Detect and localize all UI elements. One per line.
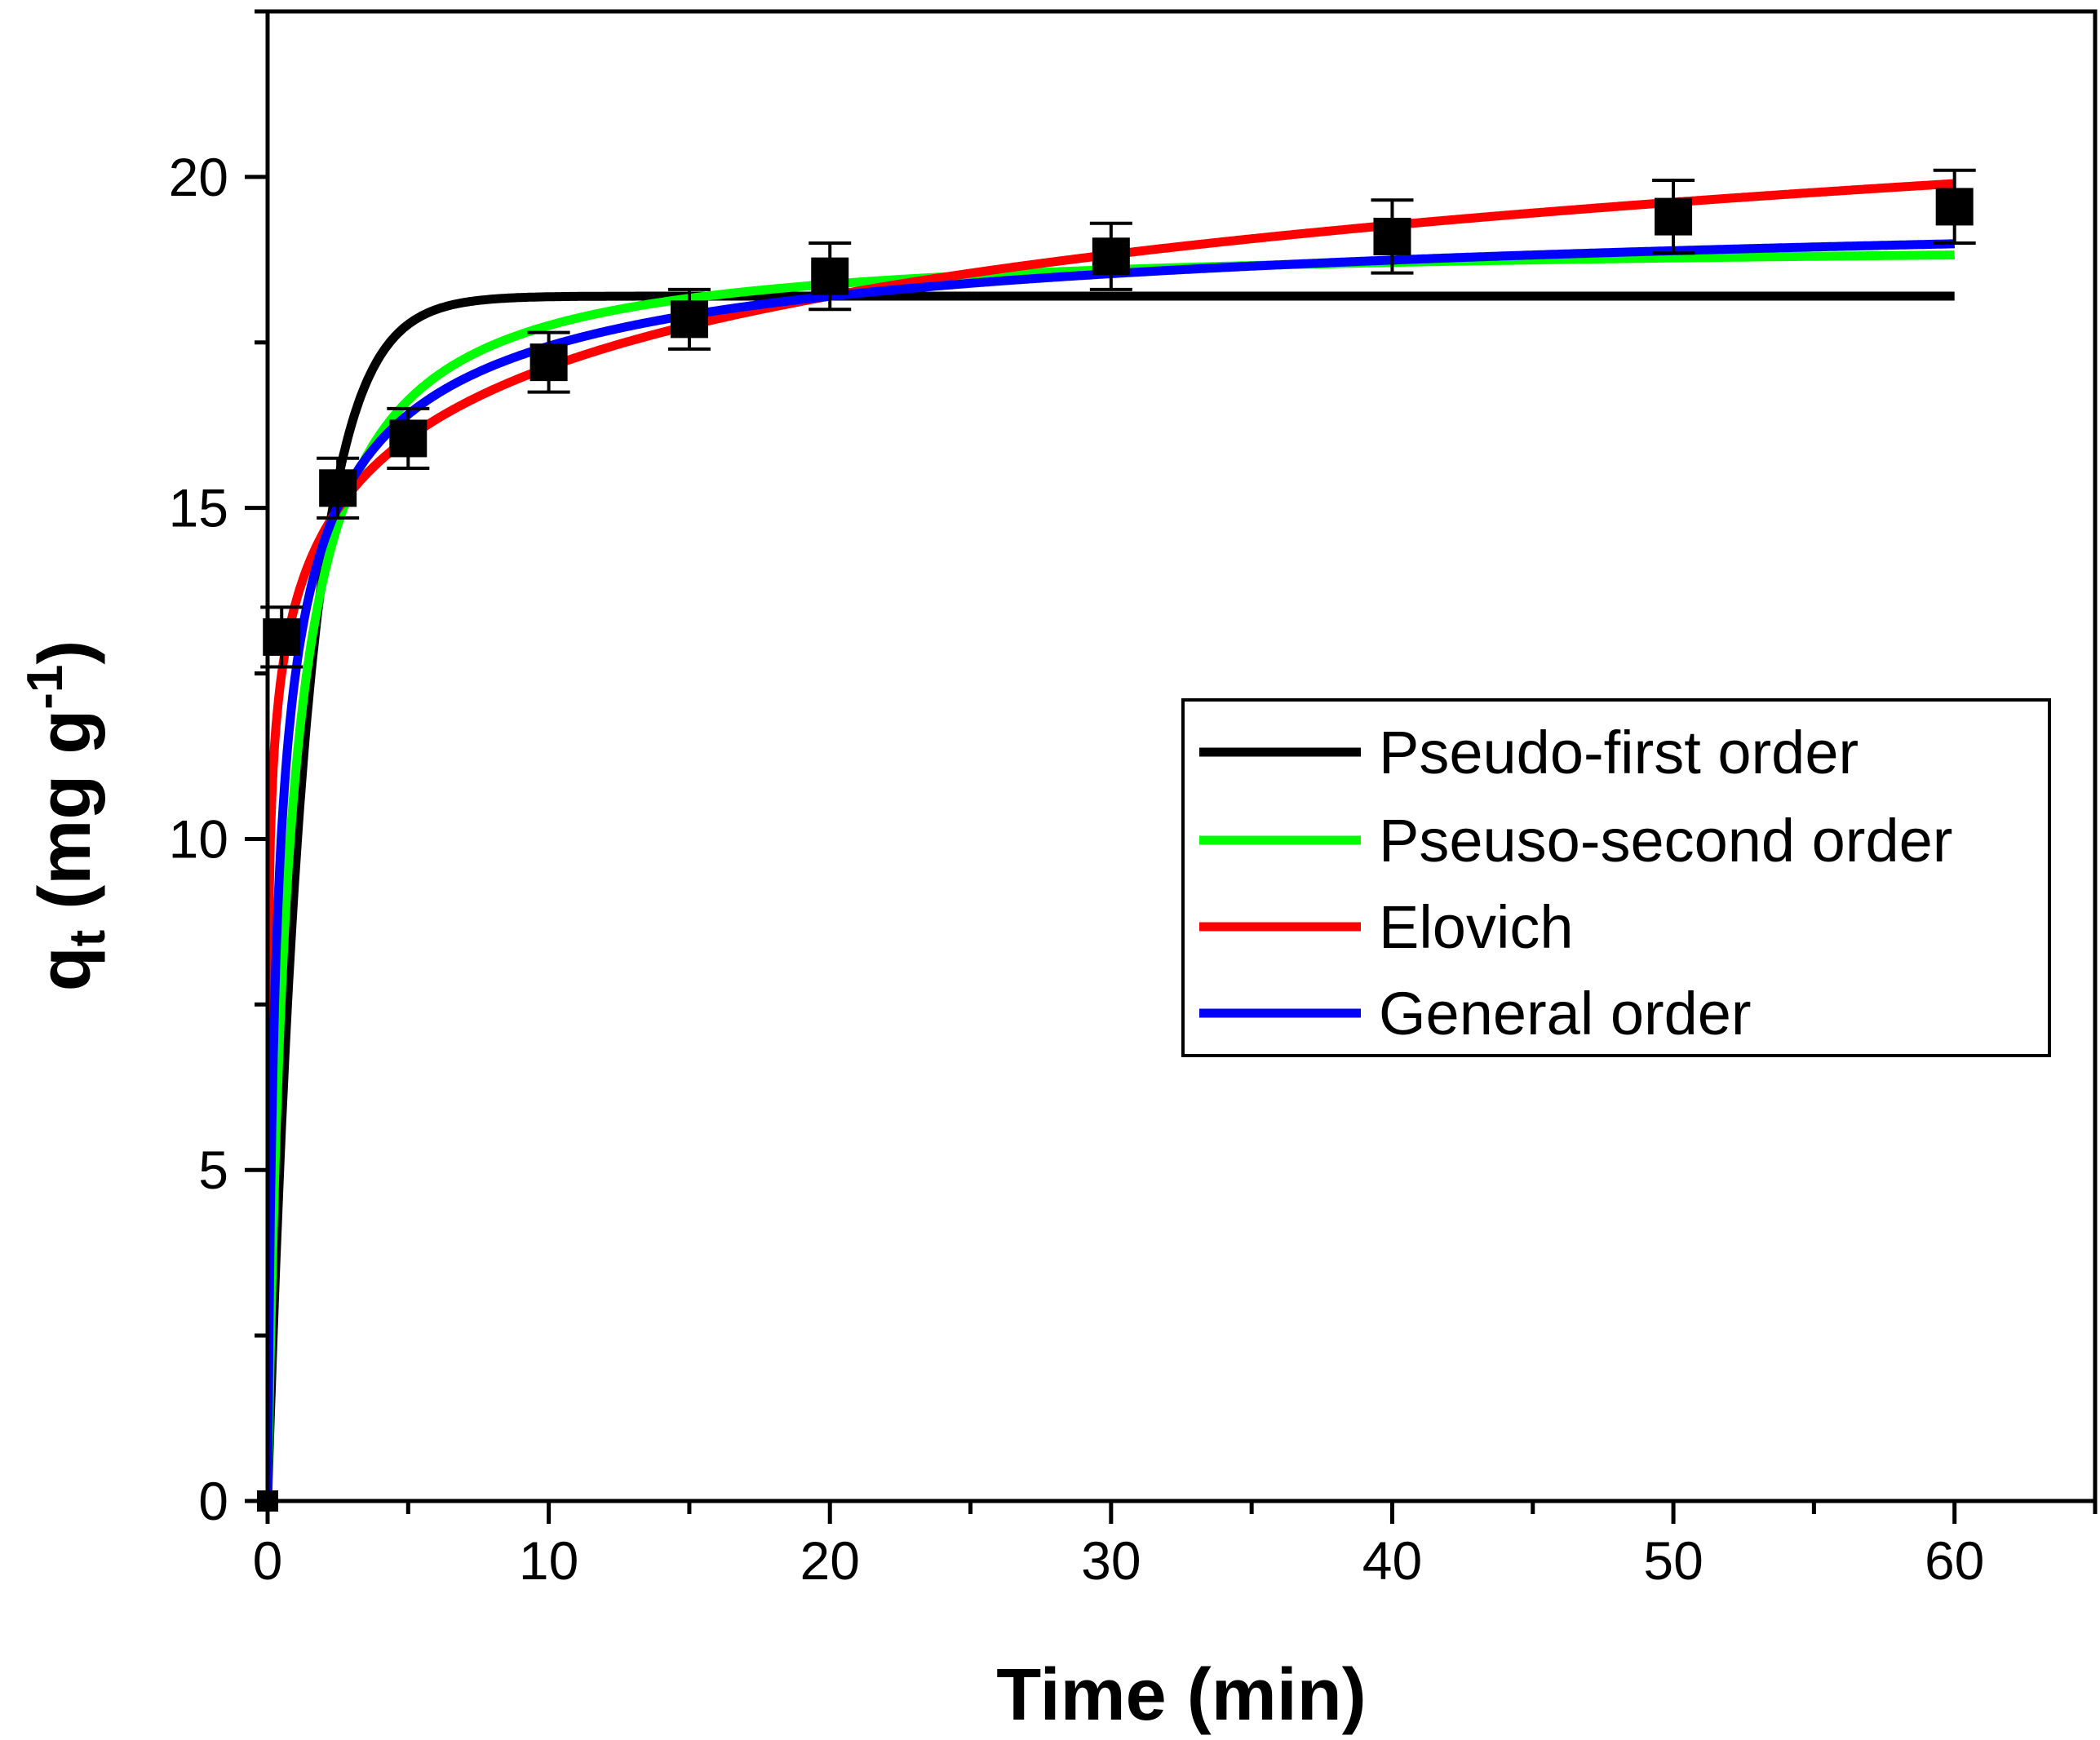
legend: Pseudo-first order Pseuso-second order E… bbox=[1181, 698, 2051, 1057]
plot-frame bbox=[265, 9, 2098, 1503]
y-tick-label: 0 bbox=[198, 1471, 228, 1531]
x-axis-title: Time (min) bbox=[996, 1654, 1366, 1736]
y-tick-label: 5 bbox=[198, 1140, 228, 1200]
data-point bbox=[1089, 221, 1132, 291]
x-tick-label: 40 bbox=[1362, 1530, 1422, 1591]
x-tick-label: 60 bbox=[1925, 1530, 1984, 1591]
x-tick-label: 0 bbox=[253, 1530, 283, 1591]
data-point bbox=[1371, 198, 1414, 275]
y-tick-label: 10 bbox=[169, 808, 228, 869]
data-point bbox=[667, 287, 711, 351]
y-axis-title-subscript: t bbox=[60, 930, 116, 947]
experimental-points bbox=[257, 168, 1976, 1512]
data-point bbox=[527, 330, 570, 394]
y-tick-label: 20 bbox=[169, 147, 228, 207]
legend-box bbox=[1181, 698, 2051, 1057]
legend-label-pseuso-second-order: Pseuso-second order bbox=[1379, 807, 1952, 874]
x-tick-labels: 0 10 20 30 40 50 60 bbox=[253, 1530, 1985, 1591]
data-point bbox=[317, 456, 360, 520]
y-tick-labels: 0 5 10 15 20 bbox=[169, 147, 228, 1531]
x-tick-label: 10 bbox=[519, 1530, 578, 1591]
series-line-pseudo-first-order bbox=[268, 291, 1958, 1501]
data-point bbox=[387, 406, 430, 470]
x-tick-label: 50 bbox=[1643, 1530, 1703, 1591]
legend-label-pseudo-first-order: Pseudo-first order bbox=[1379, 719, 1859, 786]
legend-label-elovich: Elovich bbox=[1379, 893, 1574, 961]
data-point bbox=[1933, 168, 1976, 246]
y-axis-title-units: (mg g bbox=[24, 710, 106, 930]
y-tick-label: 15 bbox=[169, 478, 228, 538]
data-point bbox=[809, 241, 852, 312]
data-point bbox=[1652, 178, 1695, 255]
y-axis-title-superscript: -1 bbox=[17, 665, 73, 710]
y-axis-title-units-close: ) bbox=[24, 640, 106, 665]
x-tick-label: 20 bbox=[800, 1530, 860, 1591]
axis-ticks bbox=[245, 9, 2098, 1524]
y-axis-title-main: q bbox=[24, 946, 106, 991]
legend-label-general-order: General order bbox=[1379, 980, 1752, 1047]
y-axis-title: qt (mg g-1) bbox=[17, 640, 116, 992]
x-tick-label: 30 bbox=[1081, 1530, 1141, 1591]
